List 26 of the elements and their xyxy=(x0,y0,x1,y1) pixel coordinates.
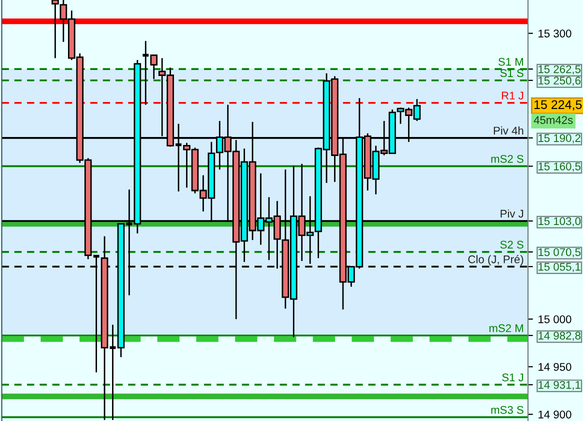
y-tick-label: 14 982,8 xyxy=(538,332,580,341)
ref-line-label: S1 M xyxy=(498,58,523,66)
y-tick-label: 15 300 xyxy=(538,30,572,38)
text: 45m42s xyxy=(534,116,573,124)
ref-line-label: mS3 S xyxy=(491,406,524,414)
ref-line-label: S2 S xyxy=(500,240,524,249)
y-tick-label: 14 950 xyxy=(538,362,572,371)
y-tick-label: 15 000 xyxy=(538,315,572,324)
y-tick-label: 15 103,0 xyxy=(538,217,581,226)
ref-line-label: Piv J xyxy=(500,209,524,218)
y-tick-label: 14 931,1 xyxy=(538,380,580,390)
ref-line-label: mS2 S xyxy=(491,155,524,163)
text: 15 224,5 xyxy=(534,100,582,111)
ref-line-label: S1 J xyxy=(502,374,524,382)
y-tick-label: 15 070,5 xyxy=(538,248,581,258)
y-tick-label: 15 262,5 xyxy=(538,65,581,75)
ref-line-label: Clo (J, Pré) xyxy=(468,254,524,266)
y-tick-label: 14 900 xyxy=(538,410,572,418)
y-tick-label: 15 160,5 xyxy=(538,162,581,172)
candlestick xyxy=(108,324,118,421)
y-tick-label: 15 055,1 xyxy=(538,262,580,272)
y-tick-label: 15 190,2 xyxy=(538,134,580,144)
ref-line-label: Piv 4h xyxy=(494,126,524,134)
ref-line-label: R1 J xyxy=(502,92,524,100)
ref-line-label: mS2 M xyxy=(489,324,523,332)
y-tick-label: 15 250,6 xyxy=(538,76,580,86)
